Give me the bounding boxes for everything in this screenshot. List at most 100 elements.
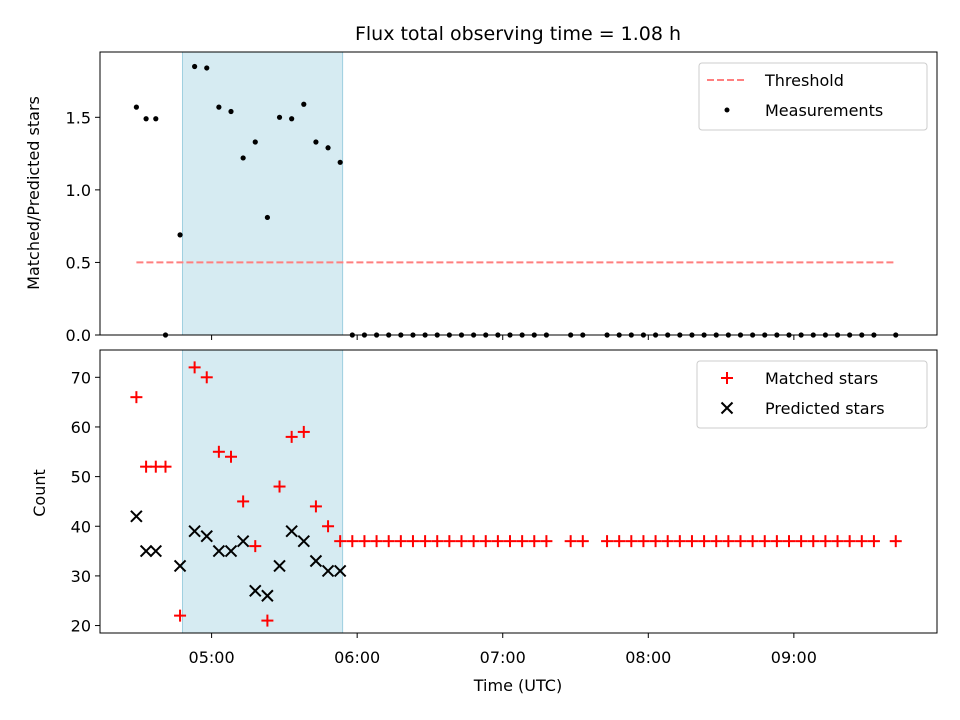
measurement-point: [204, 65, 210, 71]
top-legend: Threshold Measurements: [698, 62, 928, 131]
matched-star-point: [225, 450, 238, 463]
matched-star-point: [661, 535, 674, 548]
predicted-star-point: [273, 559, 286, 573]
predicted-star-point: [261, 589, 274, 602]
measurement-point: [177, 232, 183, 238]
matched-star-point: [528, 535, 541, 548]
matched-star-point: [346, 535, 359, 548]
measurement-point: [240, 155, 246, 161]
legend-predicted-label: Predicted stars: [765, 399, 885, 418]
matched-star-point: [867, 535, 880, 548]
predicted-star-point: [309, 554, 323, 568]
bottom-legend-box: [696, 360, 928, 429]
matched-star-point: [637, 535, 650, 548]
y-tick-label: 20: [71, 617, 91, 636]
x-tick-label: 05:00: [189, 648, 235, 667]
predicted-star-point: [297, 534, 310, 548]
legend-matched-label: Matched stars: [765, 369, 878, 388]
y-tick-label: 0.5: [66, 253, 91, 272]
matched-star-point: [200, 371, 213, 384]
measurement-point: [313, 139, 319, 145]
matched-star-point: [261, 614, 274, 627]
matched-star-point: [855, 535, 868, 548]
matched-star-point: [649, 535, 662, 548]
predicted-star-point: [321, 564, 335, 578]
predicted-star-point: [149, 544, 163, 558]
bottom-plot-marks: [130, 361, 902, 627]
matched-star-point: [491, 535, 504, 548]
measurement-point: [143, 116, 149, 122]
matched-star-point: [758, 535, 771, 548]
y-tick-label: 1.0: [66, 181, 91, 200]
measurement-point: [289, 116, 295, 122]
matched-star-point: [564, 535, 577, 548]
predicted-star-point: [188, 525, 201, 538]
predicted-star-point: [130, 510, 143, 523]
top-panel: 0.0 0.5 1.0 1.5 Matched/Predicted stars Thr…: [24, 51, 938, 345]
predicted-star-point: [173, 559, 187, 573]
matched-star-point: [479, 535, 492, 548]
measurement-point: [301, 101, 307, 107]
matched-star-point: [455, 535, 468, 548]
matched-star-point: [406, 535, 419, 548]
matched-star-point: [273, 480, 286, 493]
chart-title: Flux total observing time = 1.08 h: [355, 23, 681, 45]
measurement-point: [325, 145, 331, 151]
bottom-legend: Matched stars Predicted stars: [696, 360, 928, 429]
bottom-panel: 20 30 40 50 60 70 05:00 06:00 07:00 08:00 09:00 C…: [30, 349, 938, 695]
bottom-y-axis-label: Count: [30, 469, 49, 517]
matched-star-point: [673, 535, 686, 548]
top-legend-box: [698, 62, 928, 131]
y-tick-label: 60: [71, 418, 91, 437]
y-tick-label: 30: [71, 567, 91, 586]
matched-star-point: [431, 535, 444, 548]
x-tick-label: 09:00: [771, 648, 817, 667]
measurement-point: [252, 139, 258, 145]
matched-star-point: [358, 535, 371, 548]
measurement-point: [216, 104, 222, 110]
matched-star-point: [770, 535, 783, 548]
bottom-x-ticks: 05:00 06:00 07:00 08:00 09:00: [189, 633, 817, 667]
predicted-star-point: [285, 525, 298, 538]
predicted-star-point: [212, 544, 226, 558]
legend-measurements-label: Measurements: [765, 101, 883, 120]
y-tick-label: 50: [71, 468, 91, 487]
matched-star-point: [443, 535, 456, 548]
legend-plus-marker: [721, 372, 733, 384]
measurement-point: [228, 108, 234, 115]
matched-star-point: [212, 445, 225, 458]
measurement-point: [153, 116, 159, 122]
predicted-star-point: [249, 584, 262, 598]
top-shaded-region: [181, 51, 344, 336]
y-tick-label: 0.0: [66, 326, 91, 345]
matched-star-point: [334, 535, 347, 548]
measurement-point: [133, 104, 139, 110]
matched-star-point: [285, 430, 298, 443]
matched-star-point: [540, 535, 553, 548]
predicted-star-point: [236, 534, 250, 548]
top-x-ticks: [211, 335, 795, 340]
matched-star-point: [382, 535, 395, 548]
matched-star-point: [297, 425, 310, 438]
matched-star-point: [576, 535, 589, 548]
measurement-point: [264, 214, 270, 221]
y-tick-label: 70: [71, 368, 91, 387]
matched-star-point: [807, 535, 820, 548]
x-tick-label: 06:00: [334, 648, 380, 667]
matched-star-point: [174, 609, 187, 622]
matched-star-point: [394, 535, 407, 548]
matched-star-point: [419, 535, 432, 548]
matched-star-point: [467, 535, 480, 548]
matched-star-point: [370, 535, 383, 548]
matched-star-point: [237, 495, 250, 508]
matched-star-point: [309, 500, 322, 513]
matched-star-point: [734, 535, 747, 548]
matched-star-point: [249, 540, 262, 553]
predicted-star-point: [200, 529, 213, 543]
matched-star-point: [613, 535, 626, 548]
measurement-point: [192, 63, 198, 70]
bottom-plot-frame: [99, 349, 938, 634]
matched-star-point: [504, 535, 517, 548]
legend-matched-swatch: [721, 372, 733, 384]
